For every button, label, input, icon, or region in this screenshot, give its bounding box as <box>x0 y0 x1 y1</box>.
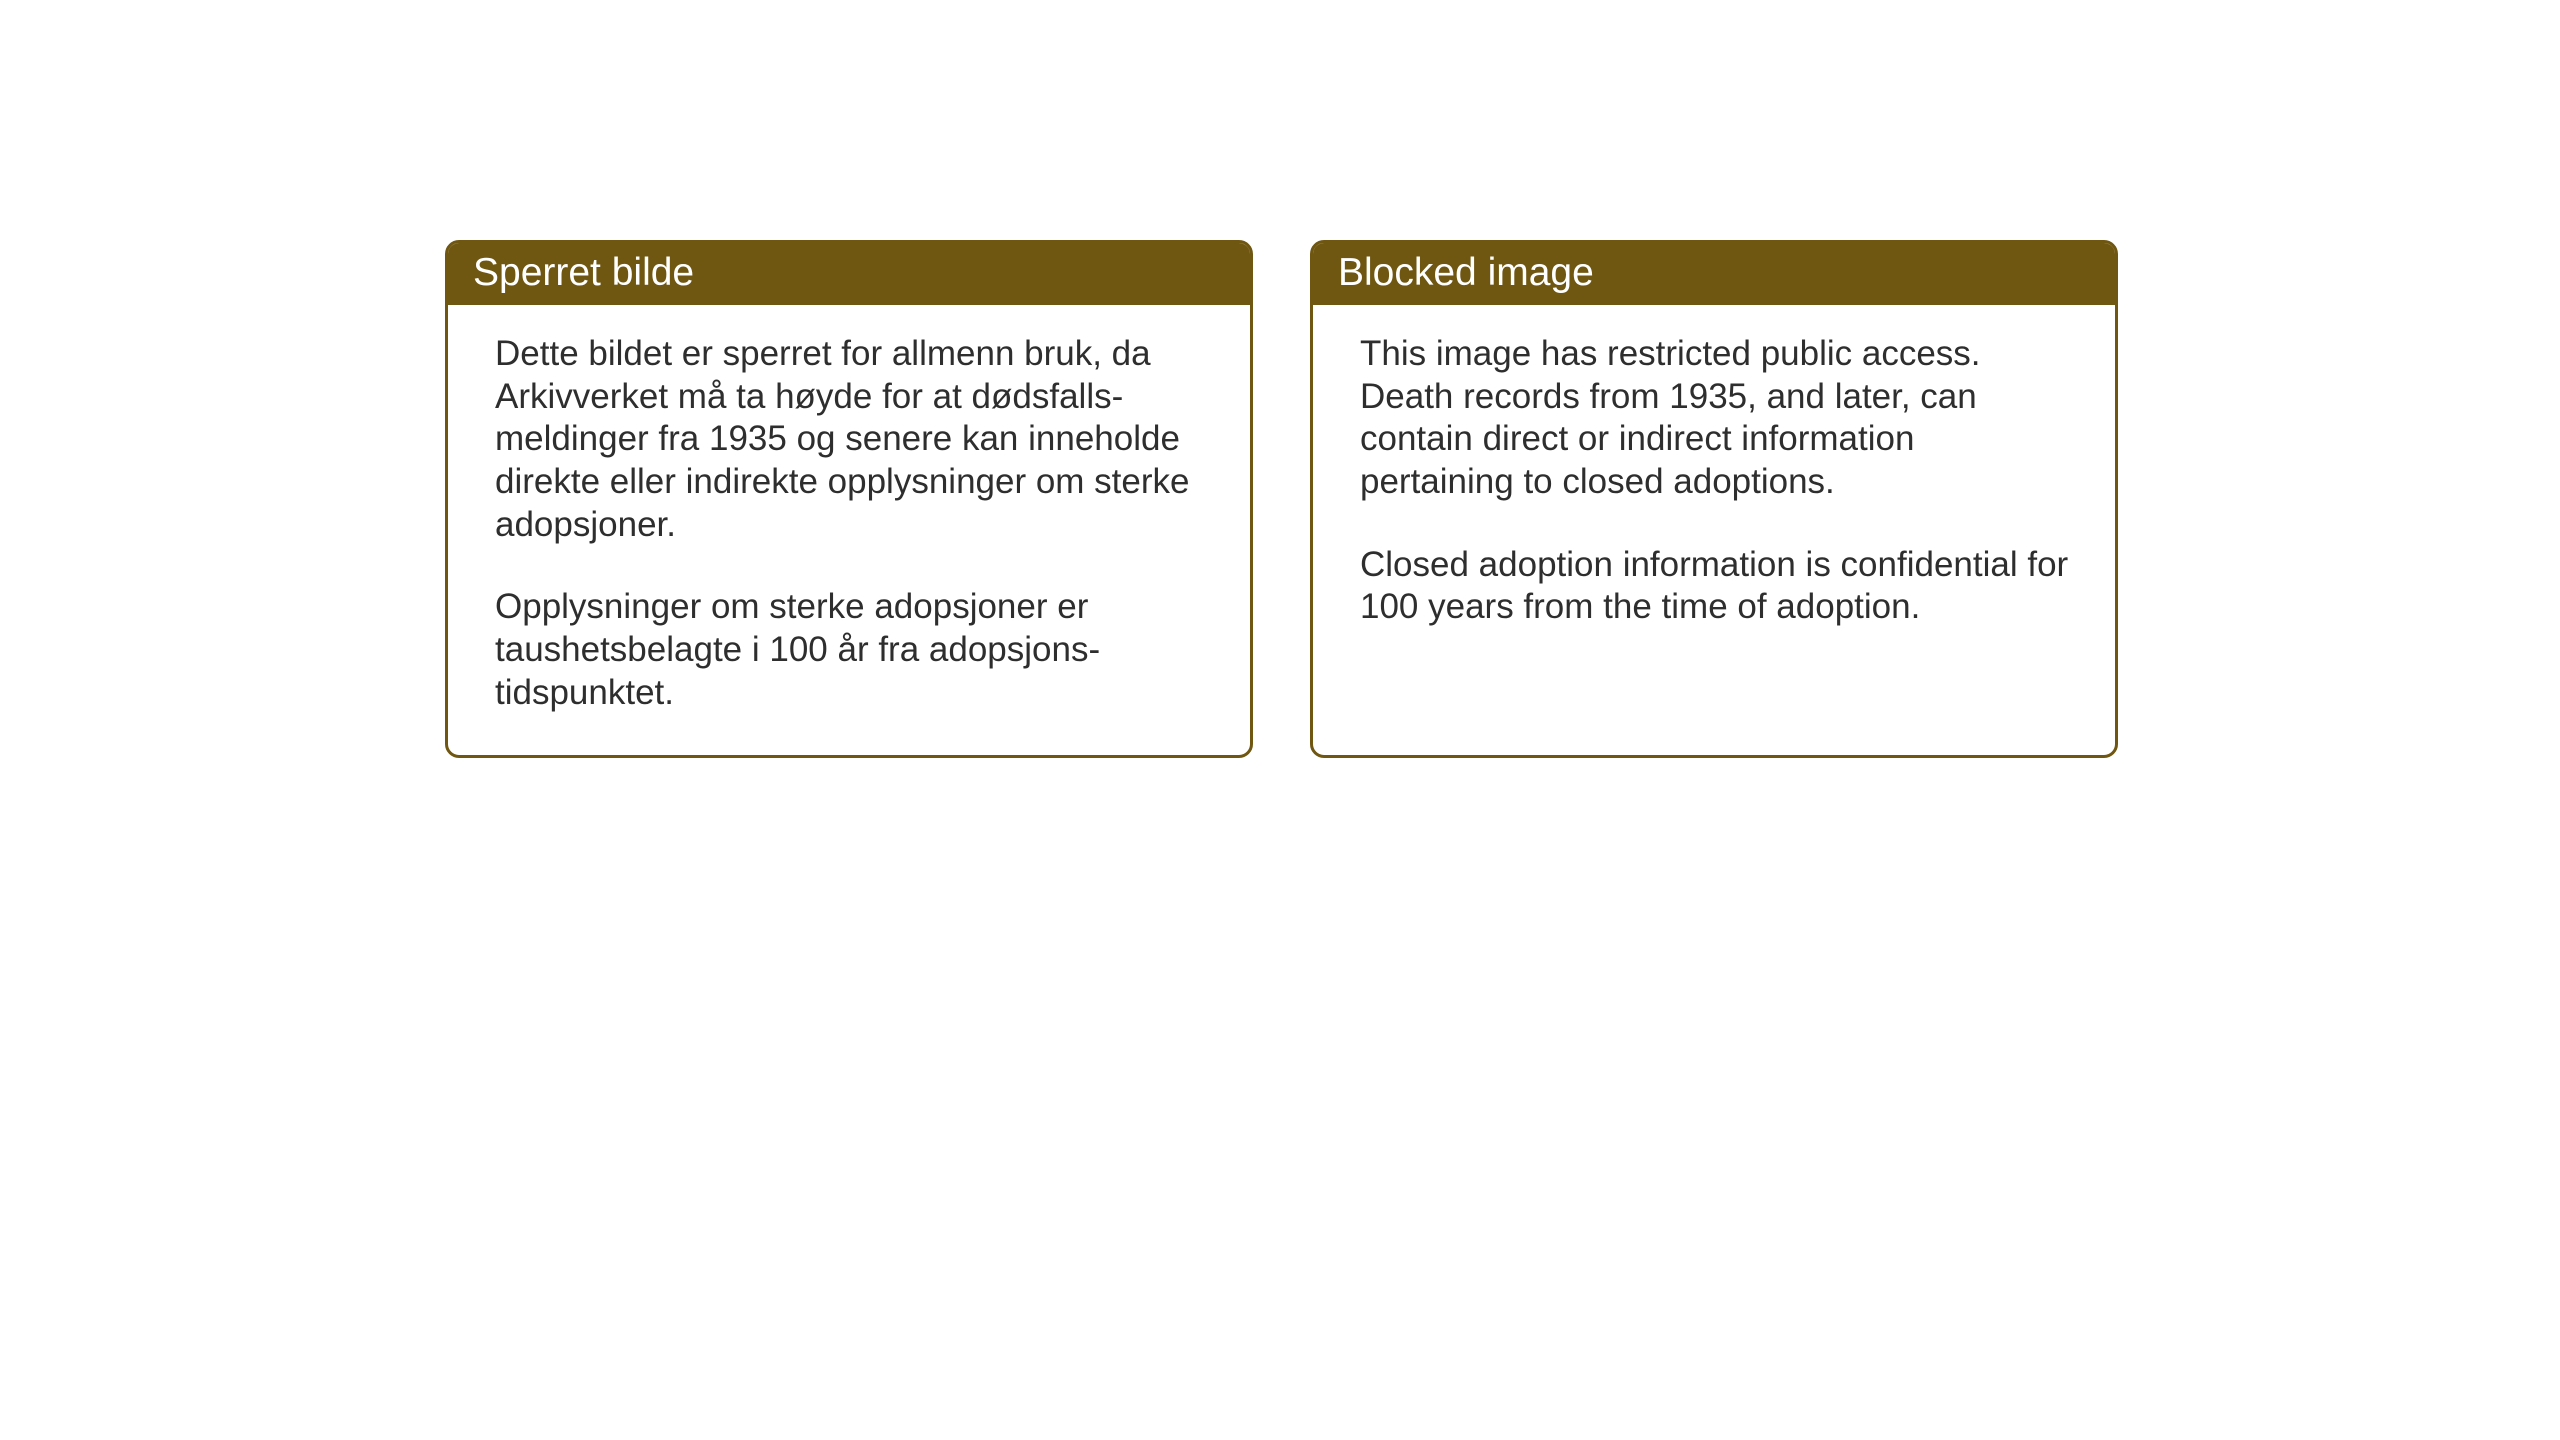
notice-paragraph-1-english: This image has restricted public access.… <box>1360 333 2075 504</box>
notice-body-english: This image has restricted public access.… <box>1313 305 2115 669</box>
notice-header-english: Blocked image <box>1313 243 2115 305</box>
notice-container: Sperret bilde Dette bildet er sperret fo… <box>445 240 2118 758</box>
notice-paragraph-1-norwegian: Dette bildet er sperret for allmenn bruk… <box>495 333 1210 546</box>
notice-box-english: Blocked image This image has restricted … <box>1310 240 2118 758</box>
notice-header-norwegian: Sperret bilde <box>448 243 1250 305</box>
notice-body-norwegian: Dette bildet er sperret for allmenn bruk… <box>448 305 1250 755</box>
notice-paragraph-2-english: Closed adoption information is confident… <box>1360 544 2075 629</box>
notice-box-norwegian: Sperret bilde Dette bildet er sperret fo… <box>445 240 1253 758</box>
notice-paragraph-2-norwegian: Opplysninger om sterke adopsjoner er tau… <box>495 586 1210 714</box>
